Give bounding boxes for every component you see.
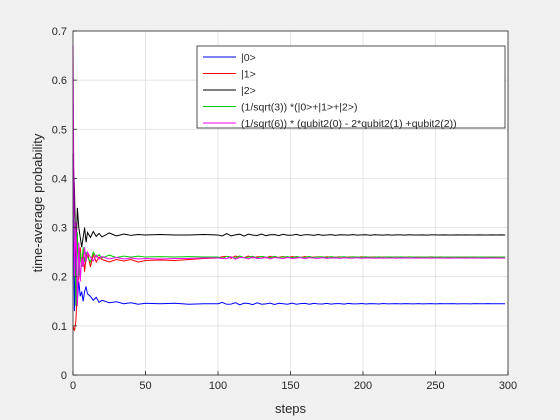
- x-tick-label: 0: [70, 380, 76, 392]
- legend: |0> |1> |2> (1/sqrt(3)) *(|0>+|1>+|2>) (1/sq…: [196, 45, 506, 130]
- x-tick-label: 100: [209, 380, 227, 392]
- legend-label-0: |0>: [241, 52, 256, 64]
- legend-box: [196, 45, 506, 129]
- x-tick-label: 200: [354, 380, 372, 392]
- x-tick-label: 250: [426, 380, 444, 392]
- y-tick-label: 0.1: [52, 321, 67, 333]
- legend-label-3: (1/sqrt(3)) *(|0>+|1>+|2>): [241, 102, 357, 114]
- legend-label-1: |1>: [241, 69, 256, 81]
- axis-ticks: 0 50 100 150 200 250 300 0 0.1 0.2 0.3 0.4 0.5 0.6 0.7: [52, 26, 517, 392]
- x-axis-label: steps: [275, 401, 307, 416]
- y-tick-label: 0.4: [52, 173, 67, 185]
- y-axis-label: time-average probability: [30, 133, 45, 272]
- y-tick-label: 0.2: [52, 272, 67, 284]
- legend-label-4: (1/sqrt(6)) * (qubit2(0) - 2*qubit2(1) +…: [241, 118, 457, 130]
- legend-label-2: |2>: [241, 85, 256, 97]
- x-tick-label: 300: [499, 380, 517, 392]
- y-tick-label: 0: [61, 370, 67, 382]
- series-line-0: [72, 153, 506, 312]
- y-tick-label: 0.5: [52, 124, 67, 136]
- y-tick-label: 0.7: [52, 26, 67, 38]
- y-tick-label: 0.6: [52, 75, 67, 87]
- x-tick-label: 50: [139, 380, 151, 392]
- series-line-4: [72, 45, 506, 307]
- y-tick-label: 0.3: [52, 223, 67, 235]
- x-tick-label: 150: [281, 380, 299, 392]
- series-layer: [72, 45, 506, 331]
- series-line-2: [72, 153, 506, 258]
